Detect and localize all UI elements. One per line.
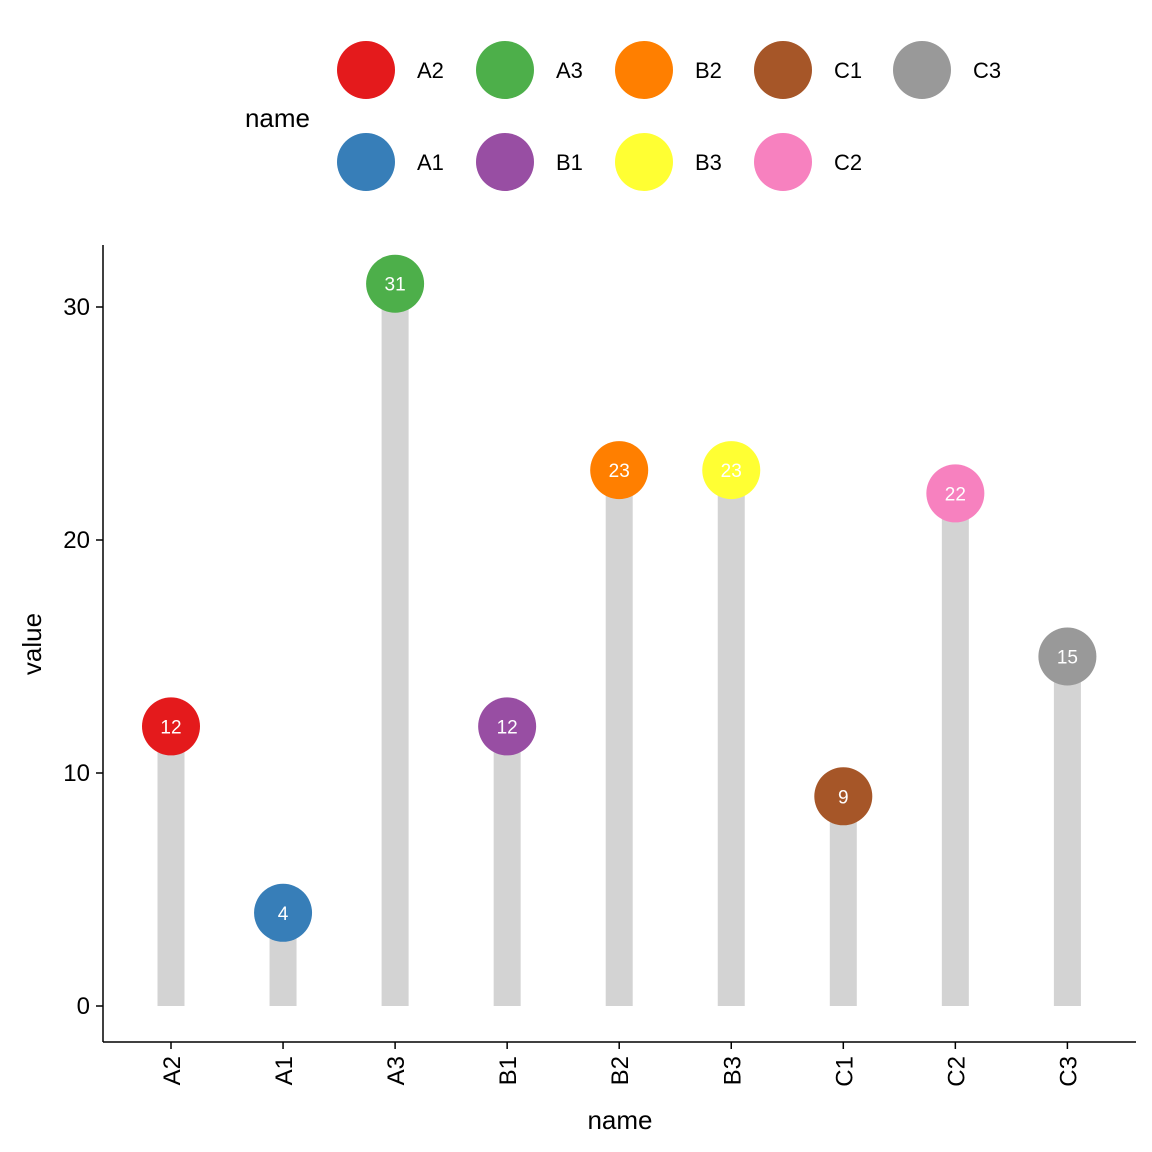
x-tick-label-a3: A3: [383, 1056, 410, 1085]
y-tick-label: 0: [77, 993, 90, 1020]
point-label-c2: 22: [945, 484, 966, 505]
lollipop-stem-c2: [941, 493, 969, 1006]
point-label-b1: 12: [497, 717, 518, 738]
lollipop-point-a3: [366, 254, 425, 313]
legend-label-a3: A3: [556, 58, 583, 83]
point-label-a1: 4: [278, 904, 289, 925]
x-tick-label-b3: B3: [719, 1056, 746, 1085]
legend-key-b2: [615, 41, 673, 99]
legend-key-a3: [476, 41, 534, 99]
lollipop-point-b3: [702, 441, 761, 500]
lollipop-point-c3: [1038, 627, 1097, 686]
lollipop-stem-b3: [717, 470, 745, 1007]
legend-label-b2: B2: [695, 58, 722, 83]
point-label-c1: 9: [838, 787, 849, 808]
point-label-b3: 23: [721, 461, 742, 482]
x-tick-label-a2: A2: [159, 1056, 186, 1085]
x-tick-label-b1: B1: [495, 1056, 522, 1085]
y-axis-title: value: [17, 613, 47, 675]
legend-key-b1: [476, 133, 534, 191]
legend-label-c3: C3: [973, 58, 1001, 83]
point-label-a2: 12: [160, 717, 181, 738]
y-tick-label: 10: [63, 760, 90, 787]
lollipop-point-a1: [254, 883, 313, 942]
point-label-a3: 31: [385, 275, 406, 296]
lollipop-stem-c1: [829, 796, 857, 1006]
legend-label-a1: A1: [417, 150, 444, 175]
lollipop-stem-a2: [157, 726, 185, 1006]
y-tick-label: 30: [63, 294, 90, 321]
legend-key-c1: [754, 41, 812, 99]
legend-label-b1: B1: [556, 150, 583, 175]
legend-key-a1: [337, 133, 395, 191]
point-label-c3: 15: [1057, 648, 1078, 669]
lollipop-point-b1: [478, 697, 537, 756]
lollipop-stem-b1: [493, 726, 521, 1006]
legend: name A2 A3 B2 C1 C3 A1 B1 B3 C2: [245, 41, 1001, 191]
x-ticks: A2 A1 A3 B1 B2 B3 C1 C2 C3: [159, 1042, 1082, 1087]
x-axis-title: name: [587, 1105, 652, 1135]
lollipop-stem-b2: [605, 470, 633, 1007]
legend-label-c2: C2: [834, 150, 862, 175]
x-tick-label-c1: C1: [831, 1056, 858, 1087]
y-ticks: 0 10 20 30: [63, 294, 103, 1020]
legend-label-b3: B3: [695, 150, 722, 175]
x-tick-label-c2: C2: [943, 1056, 970, 1087]
legend-label-a2: A2: [417, 58, 444, 83]
lollipop-point-c2: [926, 464, 985, 523]
x-tick-label-b2: B2: [607, 1056, 634, 1085]
lollipop-point-c1: [814, 767, 873, 826]
point-label-b2: 23: [609, 461, 630, 482]
x-tick-label-a1: A1: [271, 1056, 298, 1085]
lollipop-point-b2: [590, 441, 649, 500]
y-tick-label: 20: [63, 527, 90, 554]
legend-key-c3: [893, 41, 951, 99]
lollipop-point-a2: [142, 697, 200, 756]
points-layer: 12 4 31 12 23 23 9 22 15: [142, 254, 1097, 942]
lollipop-stem-a3: [381, 283, 409, 1006]
legend-key-a2: [337, 41, 395, 99]
legend-key-b3: [615, 133, 673, 191]
legend-title: name: [245, 103, 310, 133]
x-tick-label-c3: C3: [1055, 1056, 1082, 1087]
lollipop-stem-c3: [1053, 656, 1081, 1006]
legend-label-c1: C1: [834, 58, 862, 83]
legend-key-c2: [754, 133, 812, 191]
